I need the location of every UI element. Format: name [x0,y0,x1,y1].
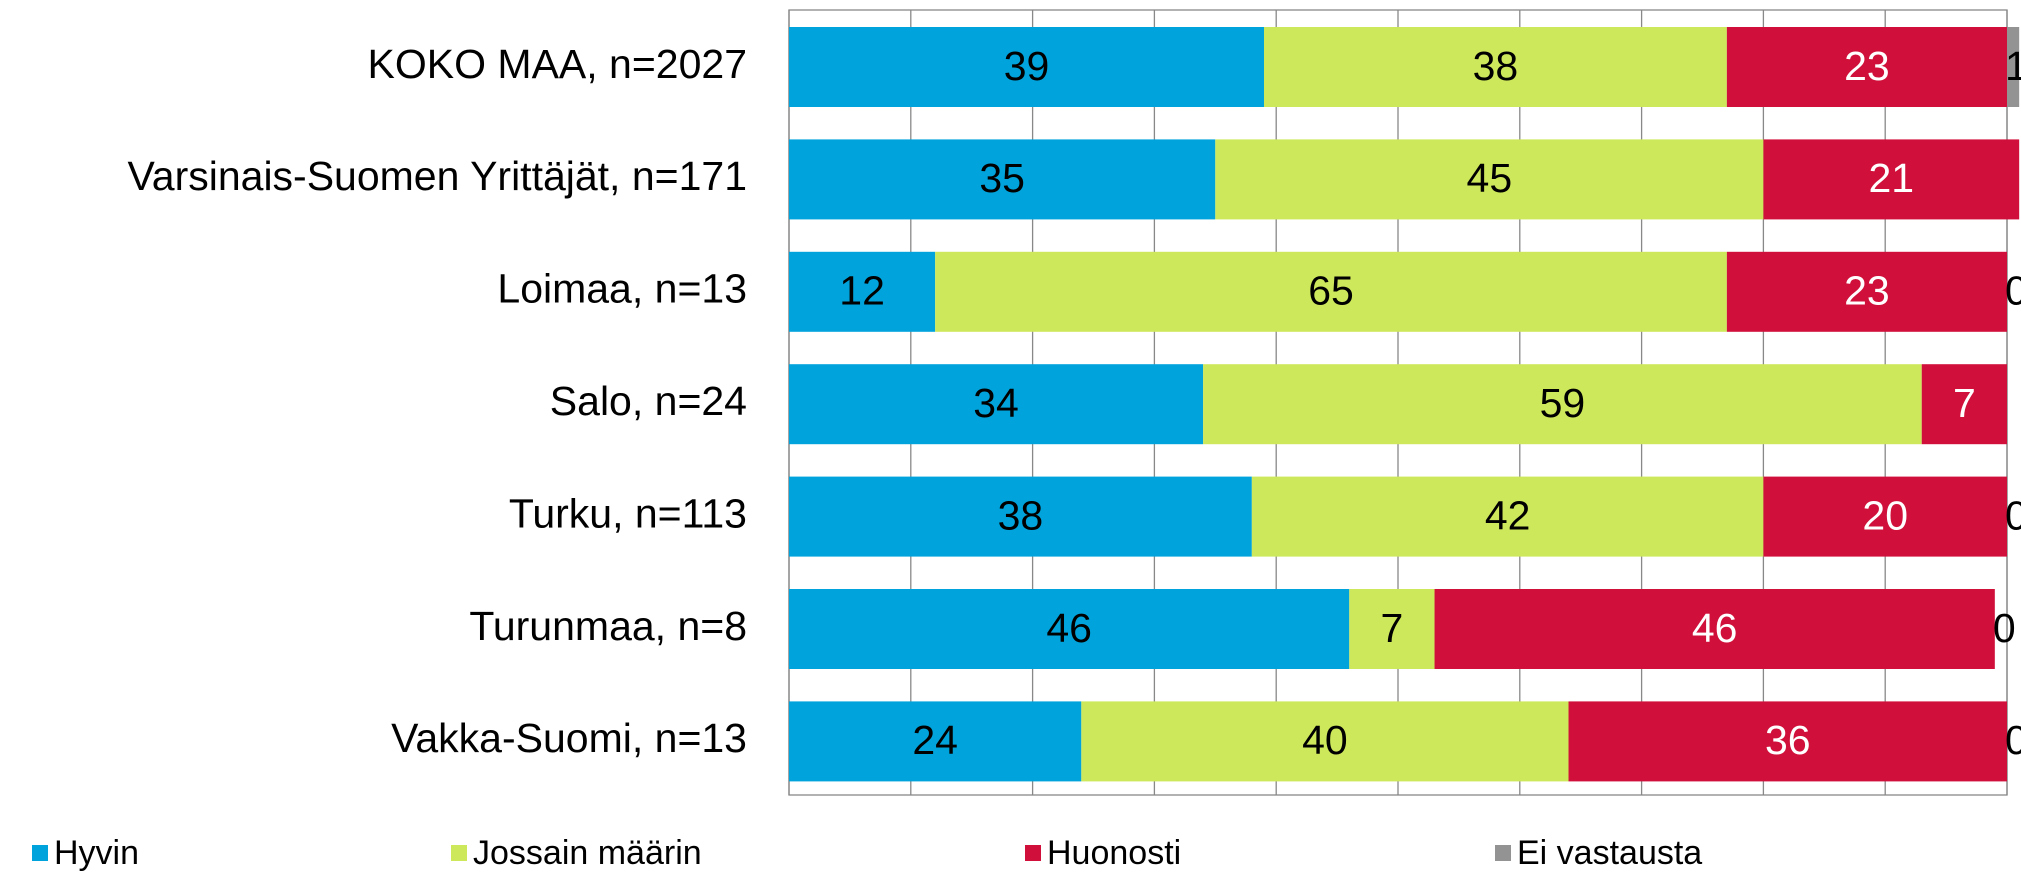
data-label: 7 [1953,380,1976,426]
category-label: Varsinais-Suomen Yrittäjät, n=171 [127,153,747,199]
legend-label: Huonosti [1047,834,1181,872]
category-label: Turku, n=113 [509,490,747,536]
data-label: 0 [1993,605,2016,651]
data-label: 0 [2005,492,2021,538]
bar-segment [1763,139,2020,220]
data-label: 23 [1844,43,1890,89]
data-label: 38 [998,492,1044,538]
bar-segment [935,251,1727,332]
bar-segment [789,476,1252,557]
bar-segment [789,364,1204,445]
data-label: 12 [839,268,885,314]
legend-label: Jossain määrin [473,834,702,872]
bar-segment [1203,364,1922,445]
data-label: 42 [1485,492,1531,538]
legend-swatch [32,845,48,861]
bar-segment [789,27,1265,107]
data-label: 20 [1862,492,1908,538]
bar-segment [1568,701,2007,782]
data-label: 21 [1868,155,1914,201]
data-label: 36 [1765,717,1811,763]
bar-segment [789,589,1350,669]
bar-segment [1215,139,1764,220]
data-label: 34 [973,380,1019,426]
bar-segment [1921,364,2007,445]
data-label: 1 [2005,43,2021,89]
category-label: Loimaa, n=13 [497,266,747,312]
data-label: 59 [1540,380,1586,426]
category-label: KOKO MAA, n=2027 [368,41,747,87]
legend-label: Ei vastausta [1517,834,1702,872]
bar-segment [2007,27,2020,107]
data-label: 35 [979,155,1025,201]
bar-segment [1349,589,1435,669]
bar-segment [1264,27,1727,107]
category-label: Salo, n=24 [550,378,747,424]
data-label: 39 [1004,43,1050,89]
legend-swatch [1495,845,1511,861]
bar-segment [789,251,936,332]
bar-segment [1434,589,1995,669]
legend-label: Hyvin [54,834,139,872]
bar-segment [1251,476,1764,557]
category-label: Vakka-Suomi, n=13 [391,715,747,761]
data-label: 45 [1467,155,1513,201]
bar-segment [1763,476,2007,557]
bar-segment [789,701,1082,782]
data-label: 46 [1692,605,1738,651]
data-label: 46 [1046,605,1092,651]
bar-segment [1081,701,1569,782]
legend-swatch [451,845,467,861]
data-label: 0 [2005,717,2021,763]
data-label: 65 [1308,268,1354,314]
data-label: 24 [912,717,958,763]
category-label: Turunmaa, n=8 [469,603,747,649]
legend-swatch [1025,845,1041,861]
data-label: 38 [1473,43,1519,89]
data-label: 0 [2005,268,2021,314]
data-label: 23 [1844,268,1890,314]
data-label: 7 [1381,605,1404,651]
bar-segment [1726,27,2007,107]
data-label: 40 [1302,717,1348,763]
bar-segment [1726,251,2007,332]
bar-segment [789,139,1216,220]
